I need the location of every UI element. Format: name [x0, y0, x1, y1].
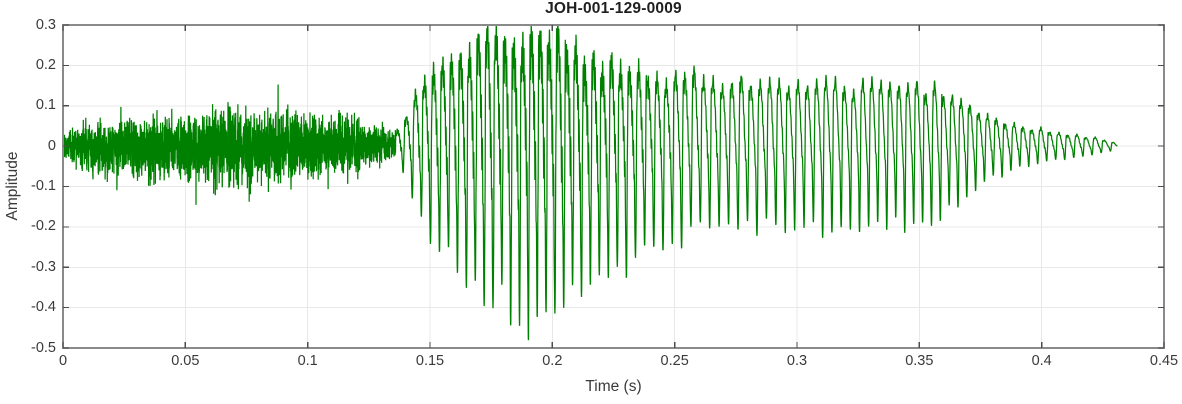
x-tick-label: 0.3 — [786, 353, 808, 369]
y-tick-label: 0 — [47, 137, 56, 154]
axes-box-and-ticks — [62, 24, 1165, 349]
x-tick-label: 0.15 — [415, 353, 445, 369]
y-tick-label: 0.1 — [35, 97, 56, 114]
x-tick-label: 0.35 — [905, 353, 934, 369]
x-tick-label: 0.2 — [542, 353, 563, 369]
y-tick-label: -0.4 — [31, 299, 56, 316]
y-tick-label: -0.3 — [31, 258, 56, 275]
x-tick-label: 0.45 — [1149, 353, 1179, 369]
x-tick-label: 0.4 — [1031, 353, 1052, 369]
y-tick-label: -0.5 — [31, 339, 56, 356]
x-tick-label: 0.05 — [171, 353, 200, 369]
y-tick-label: 0.2 — [35, 56, 56, 73]
x-tick-label: 0.1 — [297, 353, 318, 369]
chart-title: JOH-001-129-0009 — [545, 0, 682, 17]
waveform-line — [62, 24, 1118, 341]
y-tick-label: -0.1 — [31, 178, 56, 194]
x-axis-label: Time (s) — [585, 378, 642, 395]
y-tick-label: -0.2 — [31, 218, 56, 235]
waveform-line-group — [62, 24, 1118, 341]
x-tick-label: 0 — [58, 353, 68, 369]
x-tick-label: 0.25 — [660, 353, 689, 369]
y-tick-label: 0.3 — [35, 16, 56, 33]
